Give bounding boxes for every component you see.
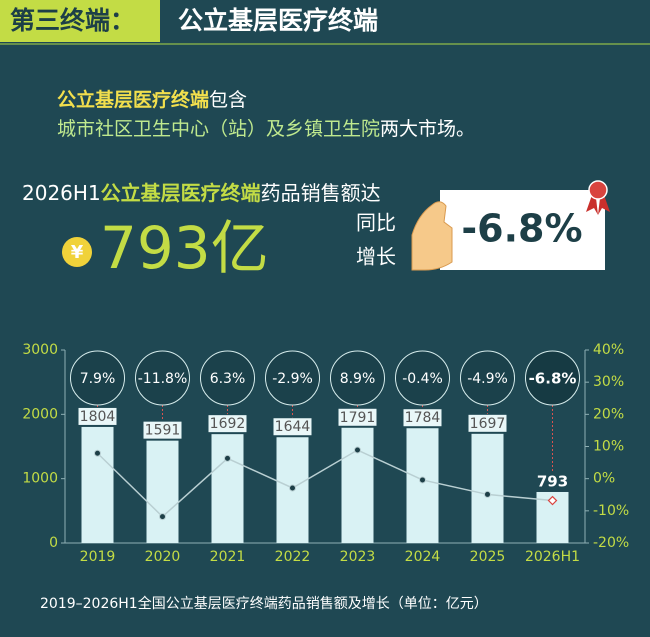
y-tick-label: 1000 (22, 471, 58, 487)
y2-tick-label: 10% (593, 439, 624, 455)
growth-label: -4.9% (467, 371, 508, 387)
intro-line2: 城市社区卫生中心（站）及乡镇卫生院两大市场。 (57, 118, 475, 140)
growth-label: -11.8% (138, 371, 188, 387)
bar (471, 433, 504, 543)
bar-label: 1784 (405, 410, 441, 426)
growth-point (547, 495, 558, 506)
bar-label-bg (403, 409, 442, 427)
bar (146, 440, 179, 543)
growth-point (419, 476, 426, 484)
x-tick-label: 2021 (210, 549, 246, 565)
bar-label-bg (273, 418, 312, 436)
bar-label-bg (143, 421, 182, 439)
intro-highlight: 公立基层医疗终端 (57, 88, 209, 111)
bar-label: 1697 (470, 416, 506, 432)
growth-label: 7.9% (80, 371, 116, 387)
tag-box (0, 0, 160, 42)
intro-text: 两大市场。 (380, 118, 475, 140)
growth-label: 增长 (356, 245, 396, 269)
x-tick-label: 2026H1 (525, 549, 580, 565)
y2-tick-label: 20% (593, 406, 624, 422)
growth-circle (460, 350, 515, 406)
currency: ¥ (71, 242, 84, 263)
intro-line1: 公立基层医疗终端包含 (57, 88, 247, 111)
bar-label-bg (208, 415, 247, 433)
headline-text: 2026H1 (22, 181, 101, 205)
y2-tick-label: 0% (593, 471, 615, 487)
x-tick-label: 2022 (275, 549, 311, 565)
headline-text: 药品销售额达 (261, 181, 381, 205)
growth-label: 同比 (356, 211, 396, 235)
growth-circle (265, 350, 320, 406)
growth-box (440, 190, 605, 270)
intro-highlight: 城市社区卫生中心（站）及乡镇卫生院 (57, 118, 380, 140)
x-tick-label: 2024 (405, 549, 441, 565)
bar-label-bg (468, 414, 507, 432)
amount: 793亿 (100, 214, 269, 282)
y2-tick-label: -20% (593, 535, 629, 551)
bar (81, 426, 114, 543)
growth-point (289, 484, 296, 492)
y2-tick-label: -10% (593, 503, 629, 519)
growth-label: 6.3% (210, 371, 246, 387)
bar-label: 1644 (275, 419, 311, 435)
growth-circle (395, 350, 450, 406)
bar-label: 1791 (340, 410, 376, 426)
y-tick-label: 3000 (22, 342, 58, 358)
growth-circle (135, 350, 190, 406)
growth-label: -6.8% (529, 370, 577, 388)
ribbon (586, 195, 610, 215)
growth-label: -0.4% (402, 371, 443, 387)
caption: 2019–2026H1全国公立基层医疗终端药品销售额及增长（单位：亿元） (40, 595, 488, 612)
growth-value: -6.8% (461, 207, 582, 251)
currency-badge (62, 237, 92, 267)
bar (341, 427, 374, 543)
y-tick-label: 2000 (22, 406, 58, 422)
bar-label: 793 (537, 472, 568, 490)
bar (211, 434, 244, 543)
hand-icon (411, 201, 453, 271)
growth-circle (525, 350, 580, 406)
title: 公立基层医疗终端 (178, 6, 378, 35)
y-tick-label: 0 (49, 535, 58, 551)
intro-text: 包含 (209, 89, 247, 111)
x-tick-label: 2019 (80, 549, 116, 565)
x-tick-label: 2025 (470, 549, 506, 565)
bar-label: 1692 (210, 416, 246, 432)
growth-label: 8.9% (340, 371, 376, 387)
y2-tick-label: 40% (593, 342, 624, 358)
bar (406, 428, 439, 543)
growth-circle (330, 350, 385, 406)
chart: 0 1000 2000 3000 -20% -10% 0% 10% 20% 30% 40% 1804 1… (22, 342, 629, 565)
growth-point (484, 490, 491, 498)
growth-point (159, 513, 166, 521)
growth-circle (200, 350, 255, 406)
growth-line (96, 449, 553, 518)
x-tick-label: 2023 (340, 549, 376, 565)
growth-circle (70, 350, 125, 406)
bar-label: 1804 (80, 409, 116, 425)
bar-label-bg (78, 407, 117, 425)
growth-label: -2.9% (272, 371, 313, 387)
badge (588, 180, 608, 200)
headline-highlight: 公立基层医疗终端 (101, 181, 261, 205)
growth-point (354, 446, 361, 454)
growth-point (94, 449, 101, 457)
headline: 2026H1公立基层医疗终端药品销售额达 (22, 181, 381, 205)
bar-label-bg (338, 408, 377, 426)
tag: 第三终端： (10, 6, 135, 35)
bar-label: 1591 (145, 423, 181, 439)
x-tick-label: 2020 (145, 549, 181, 565)
growth-point (224, 454, 231, 462)
y2-tick-label: 30% (593, 374, 624, 390)
